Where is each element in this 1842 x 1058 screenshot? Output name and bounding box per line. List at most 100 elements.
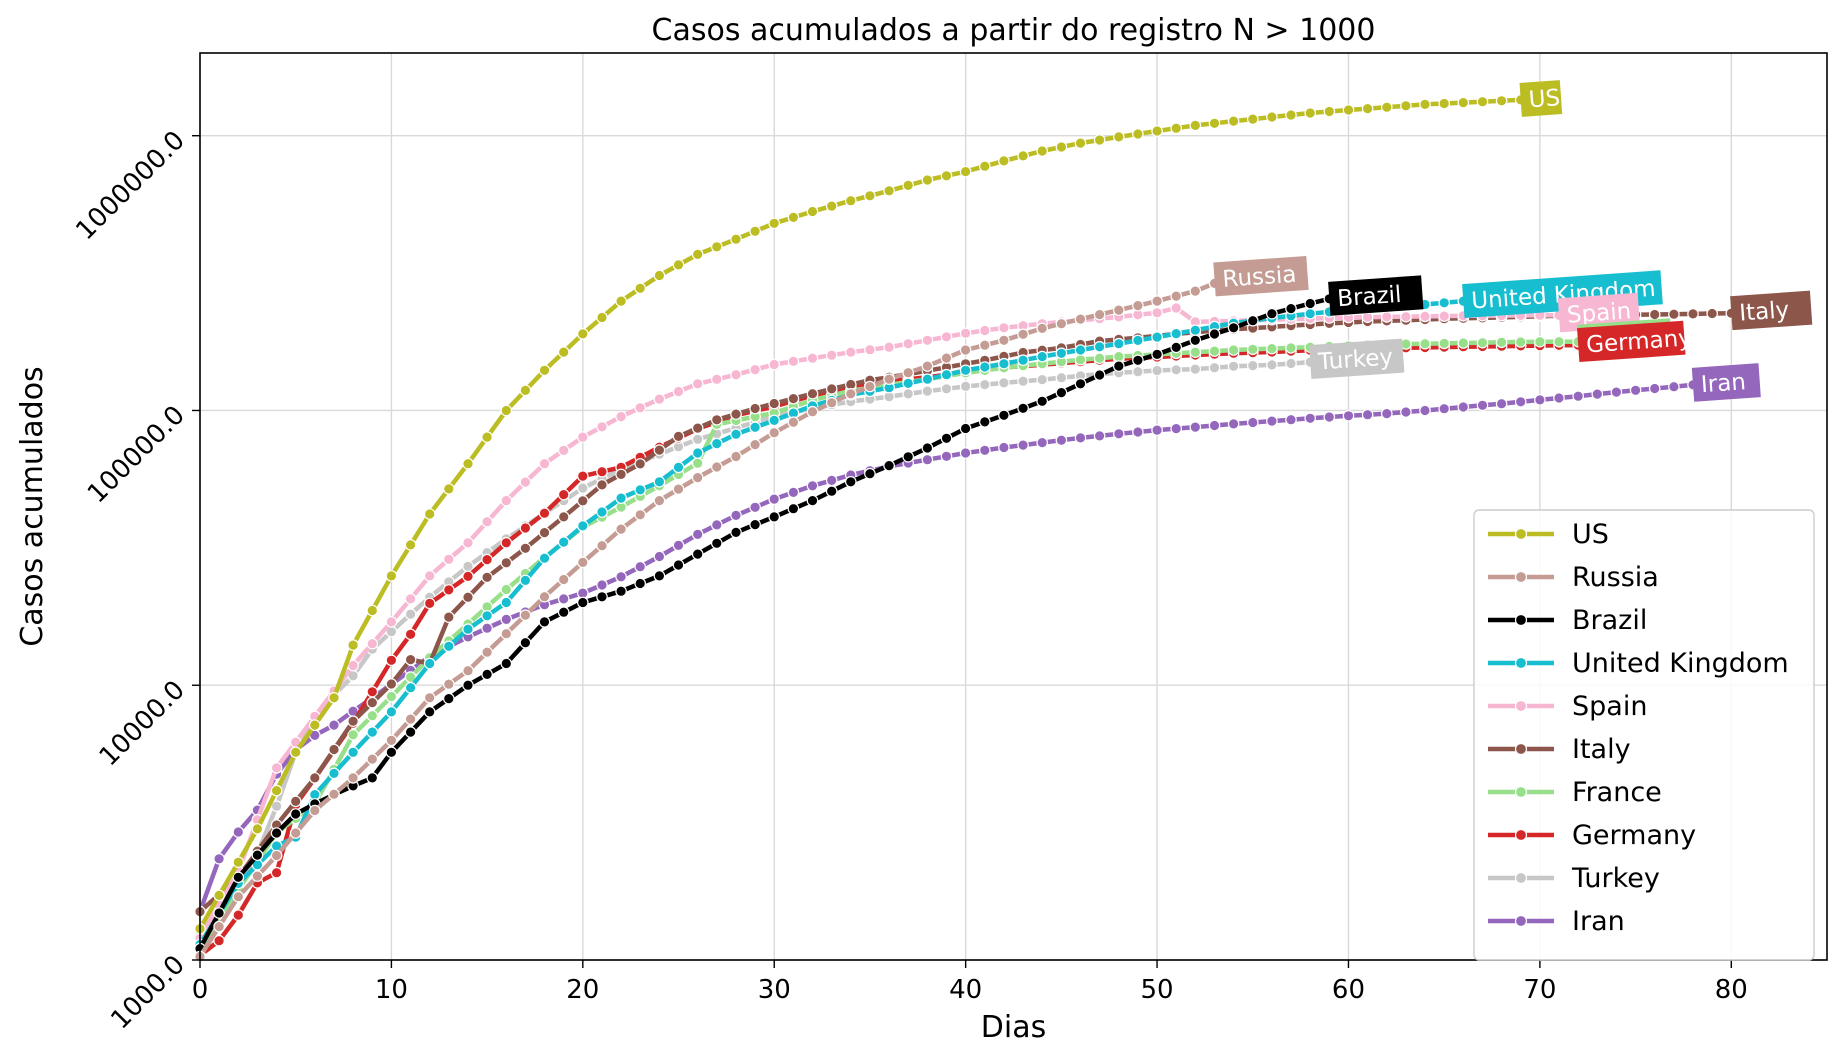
- data-point-united-kingdom: [634, 484, 646, 496]
- data-point-iran: [940, 450, 953, 463]
- data-point-iran: [557, 593, 570, 605]
- data-point-us: [864, 190, 876, 202]
- data-point-united-kingdom: [519, 574, 532, 587]
- data-point-italy: [328, 743, 340, 756]
- data-point-russia: [1170, 290, 1182, 302]
- data-point-us: [1342, 104, 1355, 116]
- data-point-russia: [404, 713, 417, 725]
- data-point-us: [998, 155, 1010, 167]
- data-point-us: [1323, 105, 1336, 118]
- data-point-germany: [557, 488, 570, 501]
- data-point-brazil: [940, 432, 953, 445]
- data-point-united-kingdom: [1093, 340, 1106, 353]
- data-point-turkey: [1132, 365, 1144, 378]
- data-point-brazil: [251, 849, 264, 861]
- data-point-russia: [730, 450, 742, 463]
- data-point-spain: [442, 553, 455, 566]
- data-point-germany: [366, 685, 379, 698]
- data-point-turkey: [1266, 359, 1278, 371]
- data-point-united-kingdom: [730, 428, 742, 440]
- data-point-iran: [1266, 415, 1278, 427]
- legend: US Russia Brazil United Kingdom Spain Italy Fr…: [1473, 509, 1815, 961]
- data-point-united-kingdom: [902, 377, 914, 390]
- data-point-brazil: [768, 511, 780, 523]
- data-point-russia: [347, 772, 359, 784]
- data-point-france: [1093, 352, 1106, 364]
- data-point-germany: [538, 507, 551, 519]
- data-point-germany: [232, 909, 245, 921]
- data-point-brazil: [1151, 348, 1163, 361]
- end-label-box: [1309, 338, 1405, 380]
- data-point-brazil: [825, 485, 838, 497]
- data-point-brazil: [213, 907, 225, 919]
- data-point-united-kingdom: [404, 681, 417, 694]
- end-label-iran: Iran: [1691, 363, 1761, 402]
- data-point-spain: [1381, 311, 1393, 323]
- legend-label: Spain: [1572, 691, 1647, 722]
- data-point-turkey: [404, 608, 417, 620]
- data-point-turkey: [1055, 371, 1068, 384]
- data-point-spain: [978, 324, 991, 337]
- data-point-brazil: [787, 502, 800, 515]
- data-point-united-kingdom: [328, 767, 340, 780]
- data-point-us: [768, 217, 780, 230]
- data-point-us: [423, 508, 436, 520]
- data-point-russia: [328, 788, 340, 800]
- data-point-germany: [500, 536, 513, 549]
- data-point-italy: [442, 611, 455, 623]
- data-point-turkey: [978, 378, 991, 391]
- data-point-united-kingdom: [998, 357, 1010, 370]
- data-point-united-kingdom: [1189, 324, 1202, 336]
- data-point-us: [1151, 125, 1163, 137]
- data-point-russia: [442, 678, 455, 690]
- data-point-brazil: [672, 559, 685, 571]
- data-point-us: [289, 746, 302, 759]
- data-point-iran: [1323, 411, 1336, 423]
- data-point-iran: [1553, 392, 1565, 404]
- data-point-us: [1247, 113, 1259, 125]
- data-point-italy: [787, 392, 800, 405]
- data-point-spain: [462, 536, 474, 549]
- data-point-france: [1285, 342, 1297, 354]
- legend-label: Russia: [1572, 562, 1659, 593]
- data-point-iran: [1151, 424, 1163, 436]
- data-point-russia: [1017, 328, 1029, 341]
- data-point-france: [1247, 343, 1259, 356]
- end-label-text: Turkey: [1316, 344, 1393, 375]
- series-us: [194, 94, 1527, 935]
- data-point-us: [1304, 107, 1316, 119]
- data-point-brazil: [844, 475, 857, 488]
- legend-item: US: [1488, 519, 1609, 550]
- data-point-brazil: [519, 636, 532, 649]
- data-point-united-kingdom: [442, 640, 455, 653]
- data-point-france: [1189, 346, 1202, 358]
- data-point-iran: [1189, 421, 1202, 433]
- data-point-russia: [940, 352, 953, 364]
- data-point-us: [1285, 109, 1297, 121]
- data-point-turkey: [940, 382, 953, 395]
- data-point-italy: [1648, 308, 1661, 321]
- data-point-us: [1495, 95, 1508, 107]
- data-point-brazil: [653, 570, 666, 582]
- data-point-brazil: [730, 526, 742, 539]
- data-point-france: [500, 583, 513, 596]
- data-point-iran: [1534, 394, 1546, 406]
- legend-swatch-marker: [1514, 914, 1528, 928]
- data-point-italy: [366, 696, 379, 709]
- data-point-united-kingdom: [615, 492, 627, 504]
- data-point-us: [557, 346, 570, 358]
- data-point-brazil: [462, 679, 474, 691]
- series-brazil: [194, 292, 1336, 955]
- data-point-turkey: [1285, 357, 1297, 370]
- x-tick-label: 0: [192, 975, 209, 1005]
- data-point-brazil: [500, 657, 513, 670]
- data-point-spain: [864, 343, 876, 356]
- data-point-germany: [596, 465, 608, 478]
- data-point-turkey: [462, 560, 474, 573]
- data-point-united-kingdom: [710, 437, 723, 450]
- data-point-italy: [462, 591, 474, 603]
- data-point-russia: [959, 344, 972, 356]
- data-point-spain: [634, 401, 646, 414]
- data-point-germany: [519, 522, 532, 534]
- data-point-us: [1132, 128, 1144, 140]
